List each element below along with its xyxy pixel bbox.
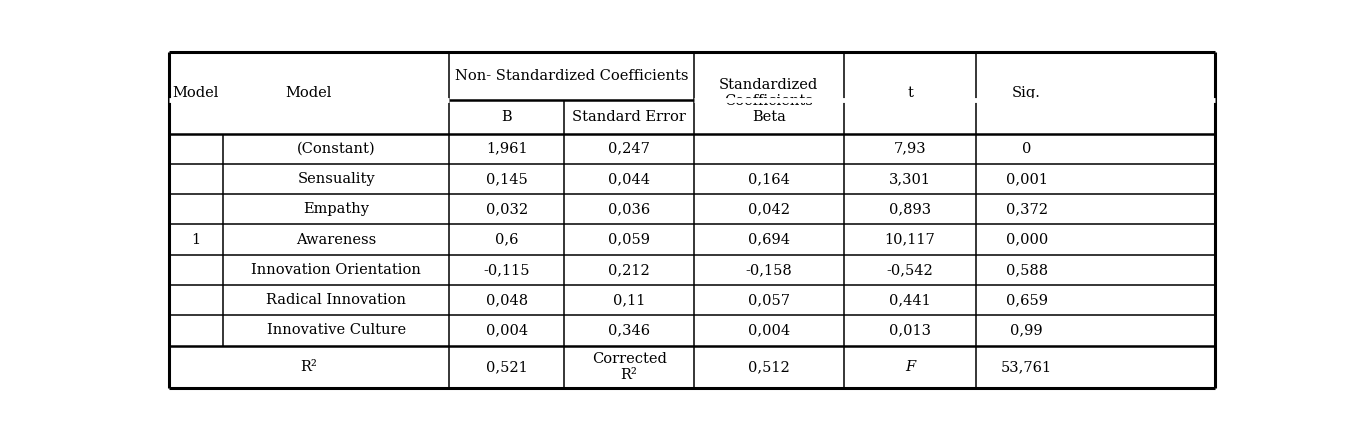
Text: Sensuality: Sensuality [297,172,375,186]
Text: Model: Model [173,86,219,100]
Text: 0,521: 0,521 [486,360,528,374]
Text: Innovation Orientation: Innovation Orientation [251,263,421,277]
Text: 0,212: 0,212 [609,263,649,277]
Text: 0,059: 0,059 [608,232,651,247]
Text: 0,372: 0,372 [1006,202,1048,216]
Text: Non- Standardized Coefficients: Non- Standardized Coefficients [455,69,688,83]
Text: B: B [501,110,512,124]
Text: 0,893: 0,893 [888,202,932,216]
Text: 0,512: 0,512 [748,360,790,374]
Text: 0,001: 0,001 [1006,172,1048,186]
Text: Beta: Beta [752,110,786,124]
Text: Radical Innovation: Radical Innovation [266,293,406,307]
Text: R²: R² [301,360,317,374]
Text: Empathy: Empathy [304,202,369,216]
Text: 0,99: 0,99 [1010,324,1044,337]
Text: 1: 1 [192,232,201,247]
Text: 0,11: 0,11 [613,293,645,307]
Text: F: F [904,360,915,374]
Text: Corrected
R²: Corrected R² [591,352,667,382]
Text: Standard Error: Standard Error [572,110,686,124]
Text: 0,057: 0,057 [748,293,790,307]
Text: 0,044: 0,044 [608,172,651,186]
Text: 0,036: 0,036 [608,202,651,216]
Text: 3,301: 3,301 [890,172,932,186]
Text: 0,694: 0,694 [748,232,790,247]
Text: 0,659: 0,659 [1006,293,1048,307]
Text: 0,164: 0,164 [748,172,790,186]
Text: 0: 0 [1022,142,1031,156]
Text: (Constant): (Constant) [297,142,375,156]
Text: 0,013: 0,013 [890,324,932,337]
Text: 53,761: 53,761 [1002,360,1052,374]
Text: -0,115: -0,115 [483,263,531,277]
Text: 0,588: 0,588 [1006,263,1048,277]
Text: 0,042: 0,042 [748,202,790,216]
Text: -0,158: -0,158 [745,263,792,277]
Text: 0,048: 0,048 [486,293,528,307]
Text: t: t [907,86,913,100]
Text: Model: Model [286,86,332,100]
Text: 0,247: 0,247 [608,142,651,156]
Text: 1,961: 1,961 [486,142,528,156]
Text: 0,004: 0,004 [748,324,790,337]
Text: -0,542: -0,542 [887,263,933,277]
Text: Standardized
Coefficients: Standardized Coefficients [720,78,818,108]
Text: 0,441: 0,441 [890,293,932,307]
Text: 10,117: 10,117 [884,232,936,247]
Text: Sig.: Sig. [1012,86,1041,100]
Text: 7,93: 7,93 [894,142,926,156]
Text: 0,145: 0,145 [486,172,528,186]
Text: 0,000: 0,000 [1006,232,1048,247]
Text: 0,032: 0,032 [486,202,528,216]
Text: 0,346: 0,346 [608,324,651,337]
Text: Awareness: Awareness [296,232,377,247]
Text: 0,004: 0,004 [486,324,528,337]
Text: 0,6: 0,6 [495,232,518,247]
Text: Innovative Culture: Innovative Culture [266,324,406,337]
